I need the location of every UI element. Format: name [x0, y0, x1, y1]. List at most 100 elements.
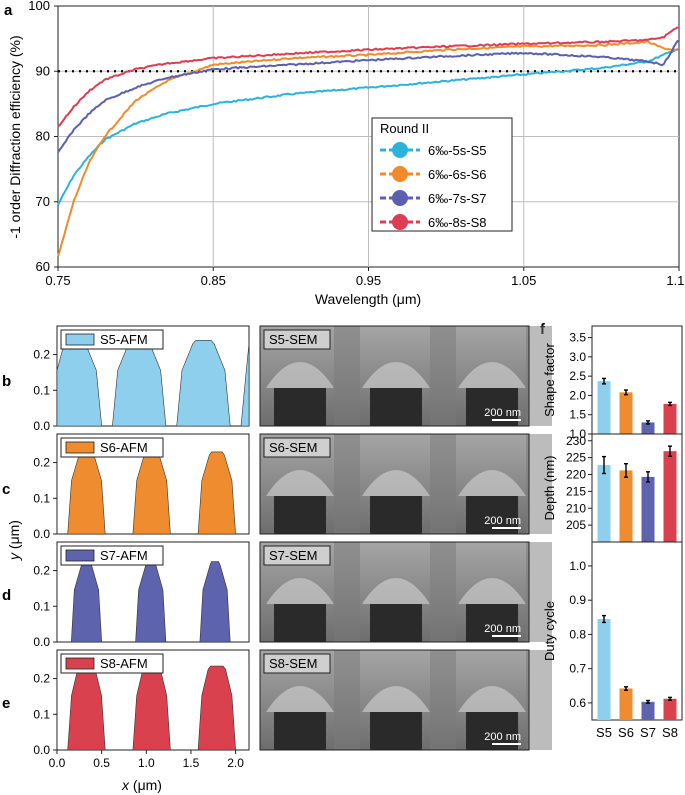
afm-y-tick-label: 0.1 [33, 491, 50, 505]
sem-gap [430, 434, 456, 534]
f-y-tick-label: 2.0 [569, 388, 586, 402]
sem-ridge-top [362, 686, 430, 712]
legend: Round II 6‰-5s-S5 6‰-6s-S6 6‰-7s-S7 6‰-8s-S… [371, 117, 513, 232]
series-line-s6 [57, 40, 679, 257]
afm-tag-label: S6-AFM [100, 440, 148, 455]
afm-y-tick-label: 0.1 [33, 383, 50, 397]
sem-frame [259, 541, 530, 643]
afm-y-tick-label: 0.0 [33, 527, 50, 541]
f-y-tick-label: 1.0 [569, 427, 586, 441]
afm-y-label: y (μm) [6, 520, 22, 561]
panels-b-e-afm: 0.0 0.1 0.2 S5-AFM 0.0 0.1 0.2 S6-AFM 0.0 0.1 0.2 S… [33, 325, 250, 770]
x-tick-label: 0.75 [45, 273, 70, 288]
afm-y-tick-label: 0.2 [33, 564, 50, 578]
afm-profile-s6 [57, 451, 249, 534]
sem-ridge-top [266, 362, 334, 388]
sem-gap [526, 434, 552, 534]
sem-gap [334, 326, 360, 426]
sem-ridge-dark [370, 388, 422, 426]
sem-ridge-top [458, 578, 526, 604]
f-bar-s6 [619, 392, 633, 434]
f-y-tick-label: 0.7 [569, 662, 586, 676]
panel-letter-b: b [2, 373, 11, 390]
sem-ridge-dark [274, 388, 326, 426]
afm-tag-swatch [65, 441, 95, 454]
legend-label-s8: 6‰-8s-S8 [428, 215, 487, 230]
sem-tag-box [263, 653, 331, 674]
afm-x-tick-label: 2.0 [227, 756, 244, 770]
legend-swatch-marker [392, 214, 408, 230]
legend-title: Round II [380, 121, 429, 136]
panel-letter-a: a [4, 2, 13, 19]
panel-letter-d: d [2, 587, 11, 604]
afm-profile-s7 [57, 561, 249, 642]
sem-ridge-dark [274, 604, 326, 642]
sem-ridge-top [362, 470, 430, 496]
sem-gap [526, 650, 552, 750]
sem-frame [259, 649, 530, 751]
x-tick-label: 1.15 [666, 273, 685, 288]
f-bar-s6 [619, 688, 633, 720]
sem-scale-label: 200 nm [484, 407, 521, 419]
f-y-label: Shape factor [542, 342, 557, 416]
legend-label-s5: 6‰-5s-S5 [428, 143, 487, 158]
afm-x-tick-label: 1.5 [183, 756, 200, 770]
afm-tag-label: S7-AFM [100, 548, 148, 563]
sem-gap [334, 434, 360, 534]
f-bar-s8 [663, 451, 677, 542]
sem-ridge-top [362, 578, 430, 604]
sem-ridge-top [266, 686, 334, 712]
y-tick-label: 100 [28, 0, 50, 13]
panel-letter-e: e [2, 695, 10, 712]
f-bar-s5 [597, 619, 611, 720]
f-category-label: S8 [662, 725, 678, 740]
panel-f-bar-charts: 1.0 1.5 2.0 2.5 3.0 3.5 Shape factor 205 210 215 2… [542, 325, 683, 740]
f-y-tick-label: 1.5 [569, 408, 586, 422]
f-y-tick-label: 0.6 [569, 696, 586, 710]
afm-x-label: x (μm) [121, 777, 162, 793]
sem-gap [430, 650, 456, 750]
y-tick-label: 90 [36, 63, 50, 78]
f-category-label: S5 [596, 725, 612, 740]
sem-scale-label: 200 nm [484, 623, 521, 635]
afm-y-tick-label: 0.2 [33, 672, 50, 686]
afm-y-tick-label: 0.2 [33, 456, 50, 470]
sem-gap [430, 326, 456, 426]
panel-a-x-label: Wavelength (μm) [315, 291, 421, 307]
sem-frame [259, 433, 530, 535]
f-y-label: Depth (nm) [542, 455, 557, 520]
afm-x-tick-label: 0.5 [93, 756, 110, 770]
sem-ridge-dark [274, 496, 326, 534]
x-tick-label: 1.05 [511, 273, 536, 288]
panel-a-y-label: -1 order Diffraction efficiency (%) [7, 35, 23, 238]
sem-tag-label: S6-SEM [269, 440, 317, 455]
afm-profile-s8 [57, 665, 249, 750]
f-y-tick-label: 215 [566, 484, 586, 498]
legend-label-s6: 6‰-6s-S6 [428, 167, 487, 182]
f-bar-s8 [663, 698, 677, 720]
afm-x-tick-label: 1.0 [138, 756, 155, 770]
sem-ridge-top [458, 686, 526, 712]
legend-label-s7: 6‰-7s-S7 [428, 191, 487, 206]
afm-y-tick-label: 0.0 [33, 635, 50, 649]
legend-swatch-marker [392, 166, 408, 182]
sem-ridge-top [458, 470, 526, 496]
f-y-tick-label: 0.9 [569, 593, 586, 607]
sem-tag-label: S8-SEM [269, 656, 317, 671]
sem-panels: S5-SEM 200 nm S6-SEM 200 nm S7-SEM 200 nm S8-S… [259, 325, 552, 751]
panel-a-line-chart: 0.75 0.85 0.95 1.05 1.15 60 70 80 90 100 Waveleng… [7, 0, 685, 307]
f-bar-s5 [597, 465, 611, 542]
afm-tag-swatch [65, 549, 95, 562]
afm-y-tick-label: 0.1 [33, 599, 50, 613]
panel-letter-c: c [2, 481, 10, 498]
x-tick-label: 0.95 [356, 273, 381, 288]
f-y-tick-label: 3.5 [569, 331, 586, 345]
afm-y-tick-label: 0.0 [33, 743, 50, 757]
sem-tag-box [263, 329, 331, 350]
f-y-tick-label: 1.0 [569, 559, 586, 573]
f-bar-s8 [663, 403, 677, 434]
afm-y-tick-label: 0.0 [33, 419, 50, 433]
sem-tag-label: S5-SEM [269, 332, 317, 347]
f-bar-s7 [641, 701, 655, 720]
sem-gap [334, 542, 360, 642]
